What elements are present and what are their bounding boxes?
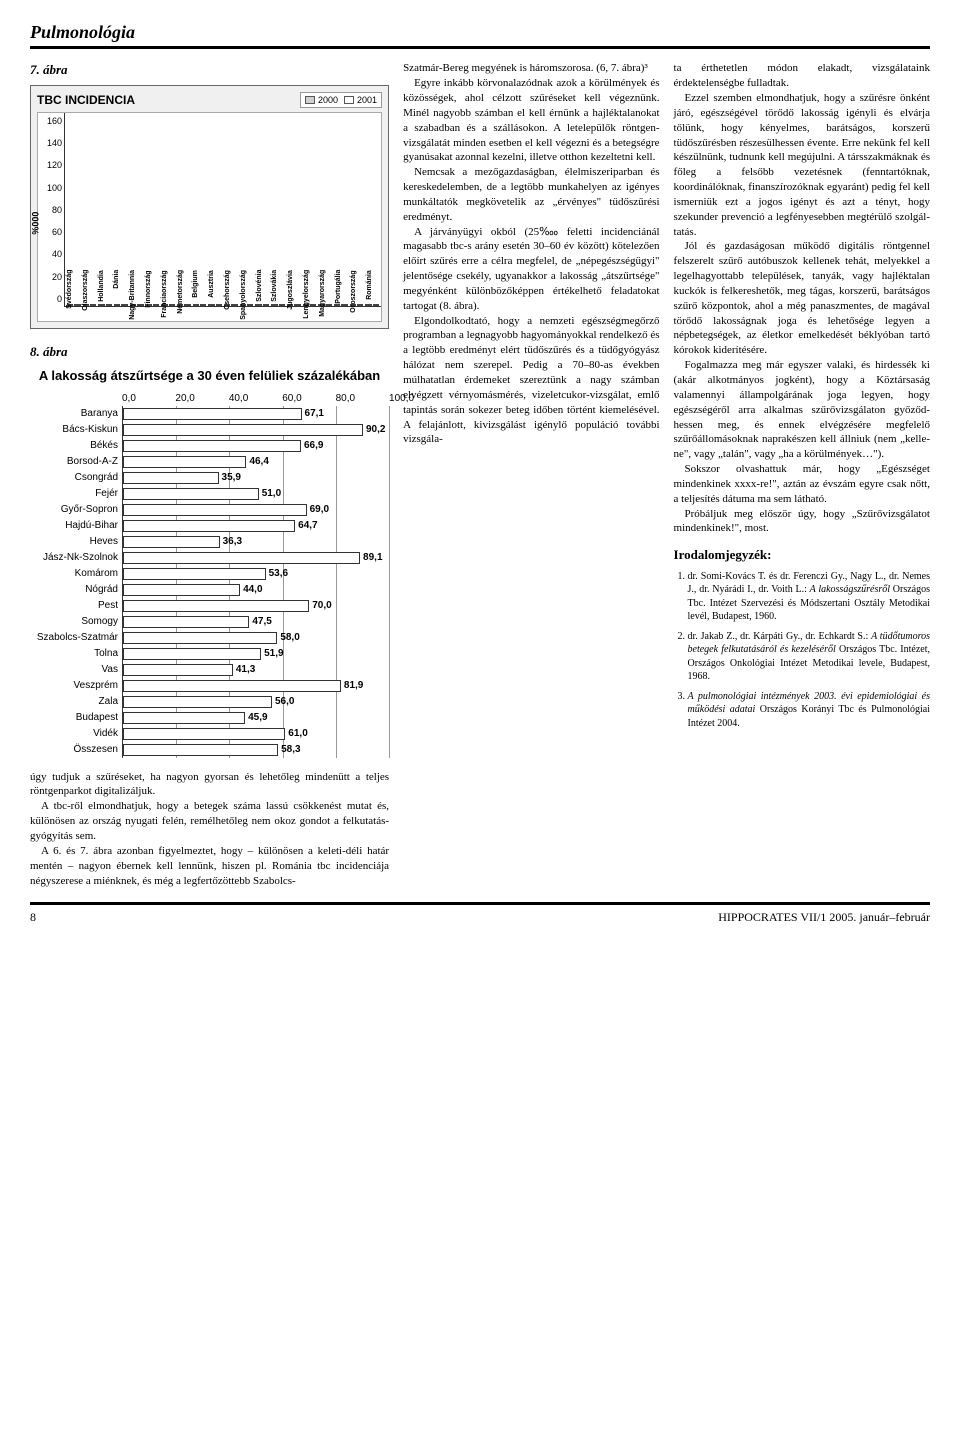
fig8-title: A lakosság átszűrtsége a 30 éven felülie… <box>30 367 389 385</box>
legend-2000: 2000 <box>318 94 338 106</box>
hbar-row: Győr-Sopron69,0 <box>30 502 389 518</box>
hbar-row: Csongrád35,9 <box>30 470 389 486</box>
c2-p4: A járványügyi okból (25‱ fe­letti incide… <box>403 225 659 314</box>
fig7-yaxis: 020406080100120140160 <box>38 113 64 321</box>
legend-2001: 2001 <box>357 94 377 106</box>
hbar-row: Tolna51,9 <box>30 646 389 662</box>
fig8-rows: Baranya67,1Bács-Kiskun90,2Békés66,9Borso… <box>30 406 389 758</box>
c1-p3: A 6. és 7. ábra azonban figyelmeztet, ho… <box>30 844 389 889</box>
section-header: Pulmonológia <box>30 20 930 49</box>
c3-p2: Ezzel szemben elmondhatjuk, hogy a szűré… <box>674 91 930 239</box>
c2-p3: Nemcsak a me­zőgazdaságban, élelmiszerip… <box>403 165 659 224</box>
c2-p1: Szatmár-Bereg me­gyének is három­szorosa… <box>403 61 659 76</box>
fig8-chart: A lakosság átszűrtsége a 30 éven felülie… <box>30 367 389 758</box>
hbar-row: Borsod-A-Z46,4 <box>30 454 389 470</box>
hbar-row: Fejér51,0 <box>30 486 389 502</box>
hbar-row: Vas41,3 <box>30 662 389 678</box>
hbar-row: Komárom53,6 <box>30 566 389 582</box>
fig8-xaxis: 0,020,040,060,080,0100,0 <box>30 392 389 406</box>
c2-p2: Egyre inkább körvonalazódnak azok a körü… <box>403 76 659 165</box>
fig8-label: 8. ábra <box>30 343 389 361</box>
c2-p5: Elgondolkodtató, hogy a nemze­ti egészsé… <box>403 314 659 448</box>
hbar-row: Pest70,0 <box>30 598 389 614</box>
fig7-label: 7. ábra <box>30 61 389 79</box>
hbar-row: Veszprém81,9 <box>30 678 389 694</box>
fig7-ylabel: %000 <box>29 212 41 235</box>
hbar-row: Nógrád44,0 <box>30 582 389 598</box>
hbar-row: Zala56,0 <box>30 694 389 710</box>
hbar-row: Szabolcs-Szatmár58,0 <box>30 630 389 646</box>
reference-item: A pulmonológiai intézmények 2003. évi ep… <box>688 690 930 731</box>
column-2: Szatmár-Bereg me­gyének is három­szorosa… <box>403 61 659 888</box>
hbar-row: Békés66,9 <box>30 438 389 454</box>
c1-p2: A tbc-ről elmondhatjuk, hogy a betegek s… <box>30 799 389 844</box>
fig7-chart: TBC INCIDENCIA 2000 2001 %000 0204060801… <box>30 85 389 329</box>
fig7-bars: SvédországOlaszországHollandiaDániaNagy-… <box>64 113 381 307</box>
hbar-row: Somogy47,5 <box>30 614 389 630</box>
c3-p6: Próbáljuk meg először úgy, hogy „Szűrővi… <box>674 507 930 537</box>
text-columns: 7. ábra TBC INCIDENCIA 2000 2001 %000 02… <box>30 61 930 888</box>
hbar-row: Bács-Kiskun90,2 <box>30 422 389 438</box>
c3-p5: Sokszor olvashattuk már, hogy „Egészsége… <box>674 462 930 507</box>
hbar-row: Összesen58,3 <box>30 742 389 758</box>
c1-p1: úgy tudjuk a szűréseket, ha nagyon gyors… <box>30 770 389 800</box>
hbar-row: Budapest45,9 <box>30 710 389 726</box>
c3-p4: Fogalmazza meg már egyszer valaki, és hi… <box>674 358 930 462</box>
reference-item: dr. Jakab Z., dr. Kárpáti Gy., dr. Echka… <box>688 630 930 684</box>
page-number: 8 <box>30 909 36 925</box>
fig7-title: TBC INCIDENCIA <box>37 92 135 108</box>
hbar-row: Hajdú-Bihar64,7 <box>30 518 389 534</box>
footer: 8 HIPPOCRATES VII/1 2005. január–február <box>30 902 930 925</box>
refs-title: Irodalomjegyzék: <box>674 546 930 564</box>
column-3: ta érthetetlen módon elakadt, vizs­gálat… <box>674 61 930 888</box>
fig7-legend: 2000 2001 <box>300 92 382 108</box>
hbar-row: Heves36,3 <box>30 534 389 550</box>
hbar-row: Jász-Nk-Szolnok89,1 <box>30 550 389 566</box>
c3-p1: ta érthetetlen módon elakadt, vizs­gálat… <box>674 61 930 91</box>
column-1: 7. ábra TBC INCIDENCIA 2000 2001 %000 02… <box>30 61 389 888</box>
hbar-row: Vidék61,0 <box>30 726 389 742</box>
fig7-xlabels: SvédországOlaszországHollandiaDániaNagy-… <box>65 270 381 320</box>
references: dr. Somi-Kovács T. és dr. Ferenczi Gy., … <box>674 570 930 731</box>
journal-info: HIPPOCRATES VII/1 2005. január–február <box>718 909 930 925</box>
hbar-row: Baranya67,1 <box>30 406 389 422</box>
reference-item: dr. Somi-Kovács T. és dr. Ferenczi Gy., … <box>688 570 930 624</box>
c3-p3: Jól és gazdaságosan működő di­gitális rö… <box>674 239 930 358</box>
